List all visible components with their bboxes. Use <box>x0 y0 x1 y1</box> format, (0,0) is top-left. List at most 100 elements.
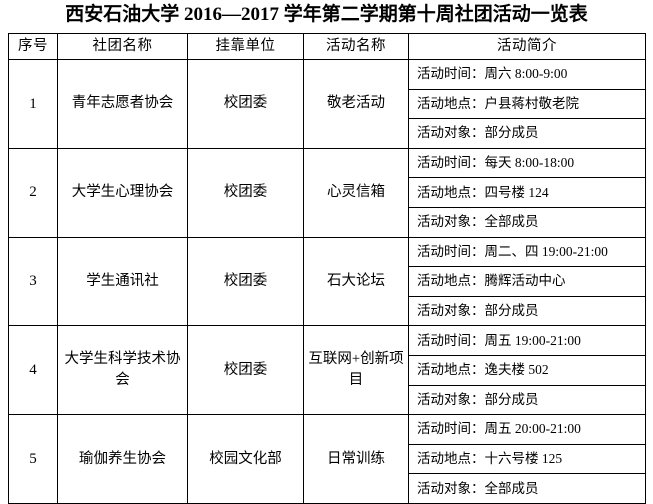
detail-label-place: 活动地点： <box>417 95 485 111</box>
detail-value-target: 全部成员 <box>484 214 539 230</box>
detail-place: 活动地点：逸夫楼 502 <box>409 354 645 386</box>
cell-no: 2 <box>8 147 58 238</box>
cell-no: 1 <box>8 59 58 149</box>
detail-value-time: 每天 8:00-18:00 <box>484 154 575 170</box>
document-page: 西安石油大学 2016—2017 学年第二学期第十周社团活动一览表 序号 社团名… <box>8 4 646 504</box>
detail-label-place: 活动地点： <box>417 273 485 289</box>
table-row: 4 大学生科学技术协会 校团委 互联网+创新项目 活动时间：周五 19:00-2… <box>8 325 646 416</box>
cell-name: 青年志愿者协会 <box>57 59 188 149</box>
table-header: 序号 社团名称 挂靠单位 活动名称 活动简介 <box>8 33 646 60</box>
detail-row-target: 活动对象：部分成员 <box>409 384 645 415</box>
table-row: 5 瑜伽养生协会 校园文化部 日常训练 活动时间：周五 20:00-21:00 … <box>8 414 646 504</box>
detail-table: 活动时间：周五 20:00-21:00 活动地点：十六号楼 125 活动对象：全… <box>409 415 645 503</box>
cell-unit: 校园文化部 <box>187 414 304 504</box>
detail-label-time: 活动时间： <box>417 332 485 348</box>
activity-table-wrapper: 序号 社团名称 挂靠单位 活动名称 活动简介 1 青年志愿者协会 校团委 敬老活… <box>8 33 646 504</box>
detail-row-place: 活动地点：十六号楼 125 <box>409 443 645 475</box>
detail-value-place: 户县蒋村敬老院 <box>484 95 580 111</box>
detail-place: 活动地点：四号楼 124 <box>409 177 645 208</box>
detail-row-target: 活动对象：部分成员 <box>409 118 645 148</box>
detail-table: 活动时间：周六 8:00-9:00 活动地点：户县蒋村敬老院 活动对象：部分成员 <box>409 60 645 148</box>
table-row: 2 大学生心理协会 校团委 心灵信箱 活动时间：每天 8:00-18:00 活动… <box>8 147 646 238</box>
cell-act: 石大论坛 <box>303 236 409 327</box>
detail-time: 活动时间：周六 8:00-9:00 <box>409 60 645 90</box>
cell-unit: 校团委 <box>187 236 304 327</box>
detail-label-target: 活动对象： <box>417 125 485 141</box>
detail-time: 活动时间：周二、四 19:00-21:00 <box>409 237 645 268</box>
detail-target: 活动对象：部分成员 <box>409 118 645 148</box>
detail-value-place: 四号楼 124 <box>484 184 549 200</box>
cell-desc: 活动时间：周二、四 19:00-21:00 活动地点：腾辉活动中心 活动对象：部… <box>408 236 646 327</box>
detail-place: 活动地点：十六号楼 125 <box>409 443 645 475</box>
table-body: 1 青年志愿者协会 校团委 敬老活动 活动时间：周六 8:00-9:00 活动地… <box>8 59 646 504</box>
cell-unit: 校团委 <box>187 59 304 149</box>
detail-target: 活动对象：全部成员 <box>409 473 645 503</box>
detail-row-time: 活动时间：每天 8:00-18:00 <box>409 148 645 179</box>
detail-label-target: 活动对象： <box>417 391 485 407</box>
detail-value-target: 全部成员 <box>484 480 539 496</box>
detail-target: 活动对象：部分成员 <box>409 384 645 415</box>
detail-table: 活动时间：每天 8:00-18:00 活动地点：四号楼 124 活动对象：全部成… <box>409 148 645 237</box>
cell-name: 大学生科学技术协会 <box>57 325 188 416</box>
column-header-act: 活动名称 <box>303 33 409 60</box>
cell-unit: 校团委 <box>187 147 304 238</box>
cell-desc: 活动时间：周五 19:00-21:00 活动地点：逸夫楼 502 活动对象：部分… <box>408 325 646 416</box>
column-header-no: 序号 <box>8 33 58 60</box>
detail-row-target: 活动对象：全部成员 <box>409 473 645 503</box>
detail-value-target: 部分成员 <box>484 125 539 141</box>
column-header-name: 社团名称 <box>57 33 188 60</box>
cell-no: 3 <box>8 236 58 327</box>
detail-value-place: 腾辉活动中心 <box>484 273 566 289</box>
cell-name: 大学生心理协会 <box>57 147 188 238</box>
cell-act: 互联网+创新项目 <box>303 325 409 416</box>
detail-value-time: 周六 8:00-9:00 <box>484 66 568 82</box>
cell-desc: 活动时间：周五 20:00-21:00 活动地点：十六号楼 125 活动对象：全… <box>408 414 646 504</box>
detail-row-place: 活动地点：户县蒋村敬老院 <box>409 88 645 120</box>
detail-target: 活动对象：全部成员 <box>409 206 645 237</box>
detail-row-place: 活动地点：四号楼 124 <box>409 177 645 208</box>
column-header-desc: 活动简介 <box>408 33 646 60</box>
detail-label-target: 活动对象： <box>417 302 485 318</box>
table-row: 1 青年志愿者协会 校团委 敬老活动 活动时间：周六 8:00-9:00 活动地… <box>8 59 646 149</box>
detail-value-time: 周五 19:00-21:00 <box>484 332 581 348</box>
cell-act: 心灵信箱 <box>303 147 409 238</box>
detail-row-time: 活动时间：周六 8:00-9:00 <box>409 60 645 90</box>
detail-value-place: 十六号楼 125 <box>484 450 563 466</box>
cell-name: 瑜伽养生协会 <box>57 414 188 504</box>
cell-act: 敬老活动 <box>303 59 409 149</box>
detail-row-place: 活动地点：逸夫楼 502 <box>409 354 645 386</box>
page-title: 西安石油大学 2016—2017 学年第二学期第十周社团活动一览表 <box>65 4 588 25</box>
detail-place: 活动地点：户县蒋村敬老院 <box>409 88 645 120</box>
activity-table: 序号 社团名称 挂靠单位 活动名称 活动简介 1 青年志愿者协会 校团委 敬老活… <box>8 33 646 504</box>
detail-row-target: 活动对象：部分成员 <box>409 295 645 326</box>
detail-row-time: 活动时间：周二、四 19:00-21:00 <box>409 237 645 268</box>
cell-desc: 活动时间：每天 8:00-18:00 活动地点：四号楼 124 活动对象：全部成… <box>408 147 646 238</box>
detail-value-target: 部分成员 <box>484 391 539 407</box>
detail-table: 活动时间：周二、四 19:00-21:00 活动地点：腾辉活动中心 活动对象：部… <box>409 237 645 326</box>
detail-label-place: 活动地点： <box>417 362 485 378</box>
cell-unit: 校团委 <box>187 325 304 416</box>
detail-label-time: 活动时间： <box>417 66 485 82</box>
detail-table: 活动时间：周五 19:00-21:00 活动地点：逸夫楼 502 活动对象：部分… <box>409 326 645 415</box>
column-header-unit: 挂靠单位 <box>187 33 304 60</box>
detail-label-target: 活动对象： <box>417 214 485 230</box>
table-row: 3 学生通讯社 校团委 石大论坛 活动时间：周二、四 19:00-21:00 活… <box>8 236 646 327</box>
detail-row-target: 活动对象：全部成员 <box>409 206 645 237</box>
table-header-row: 序号 社团名称 挂靠单位 活动名称 活动简介 <box>8 33 646 60</box>
detail-label-place: 活动地点： <box>417 184 485 200</box>
detail-row-place: 活动地点：腾辉活动中心 <box>409 266 645 297</box>
detail-value-place: 逸夫楼 502 <box>484 362 549 378</box>
detail-time: 活动时间：周五 20:00-21:00 <box>409 415 645 445</box>
detail-label-time: 活动时间： <box>417 154 485 170</box>
cell-no: 4 <box>8 325 58 416</box>
detail-label-target: 活动对象： <box>417 480 485 496</box>
detail-place: 活动地点：腾辉活动中心 <box>409 266 645 297</box>
cell-no: 5 <box>8 414 58 504</box>
cell-name: 学生通讯社 <box>57 236 188 327</box>
detail-label-time: 活动时间： <box>417 421 485 437</box>
detail-label-time: 活动时间： <box>417 243 485 259</box>
detail-value-target: 部分成员 <box>484 302 539 318</box>
detail-value-time: 周二、四 19:00-21:00 <box>484 243 608 259</box>
detail-time: 活动时间：周五 19:00-21:00 <box>409 326 645 356</box>
detail-label-place: 活动地点： <box>417 450 485 466</box>
